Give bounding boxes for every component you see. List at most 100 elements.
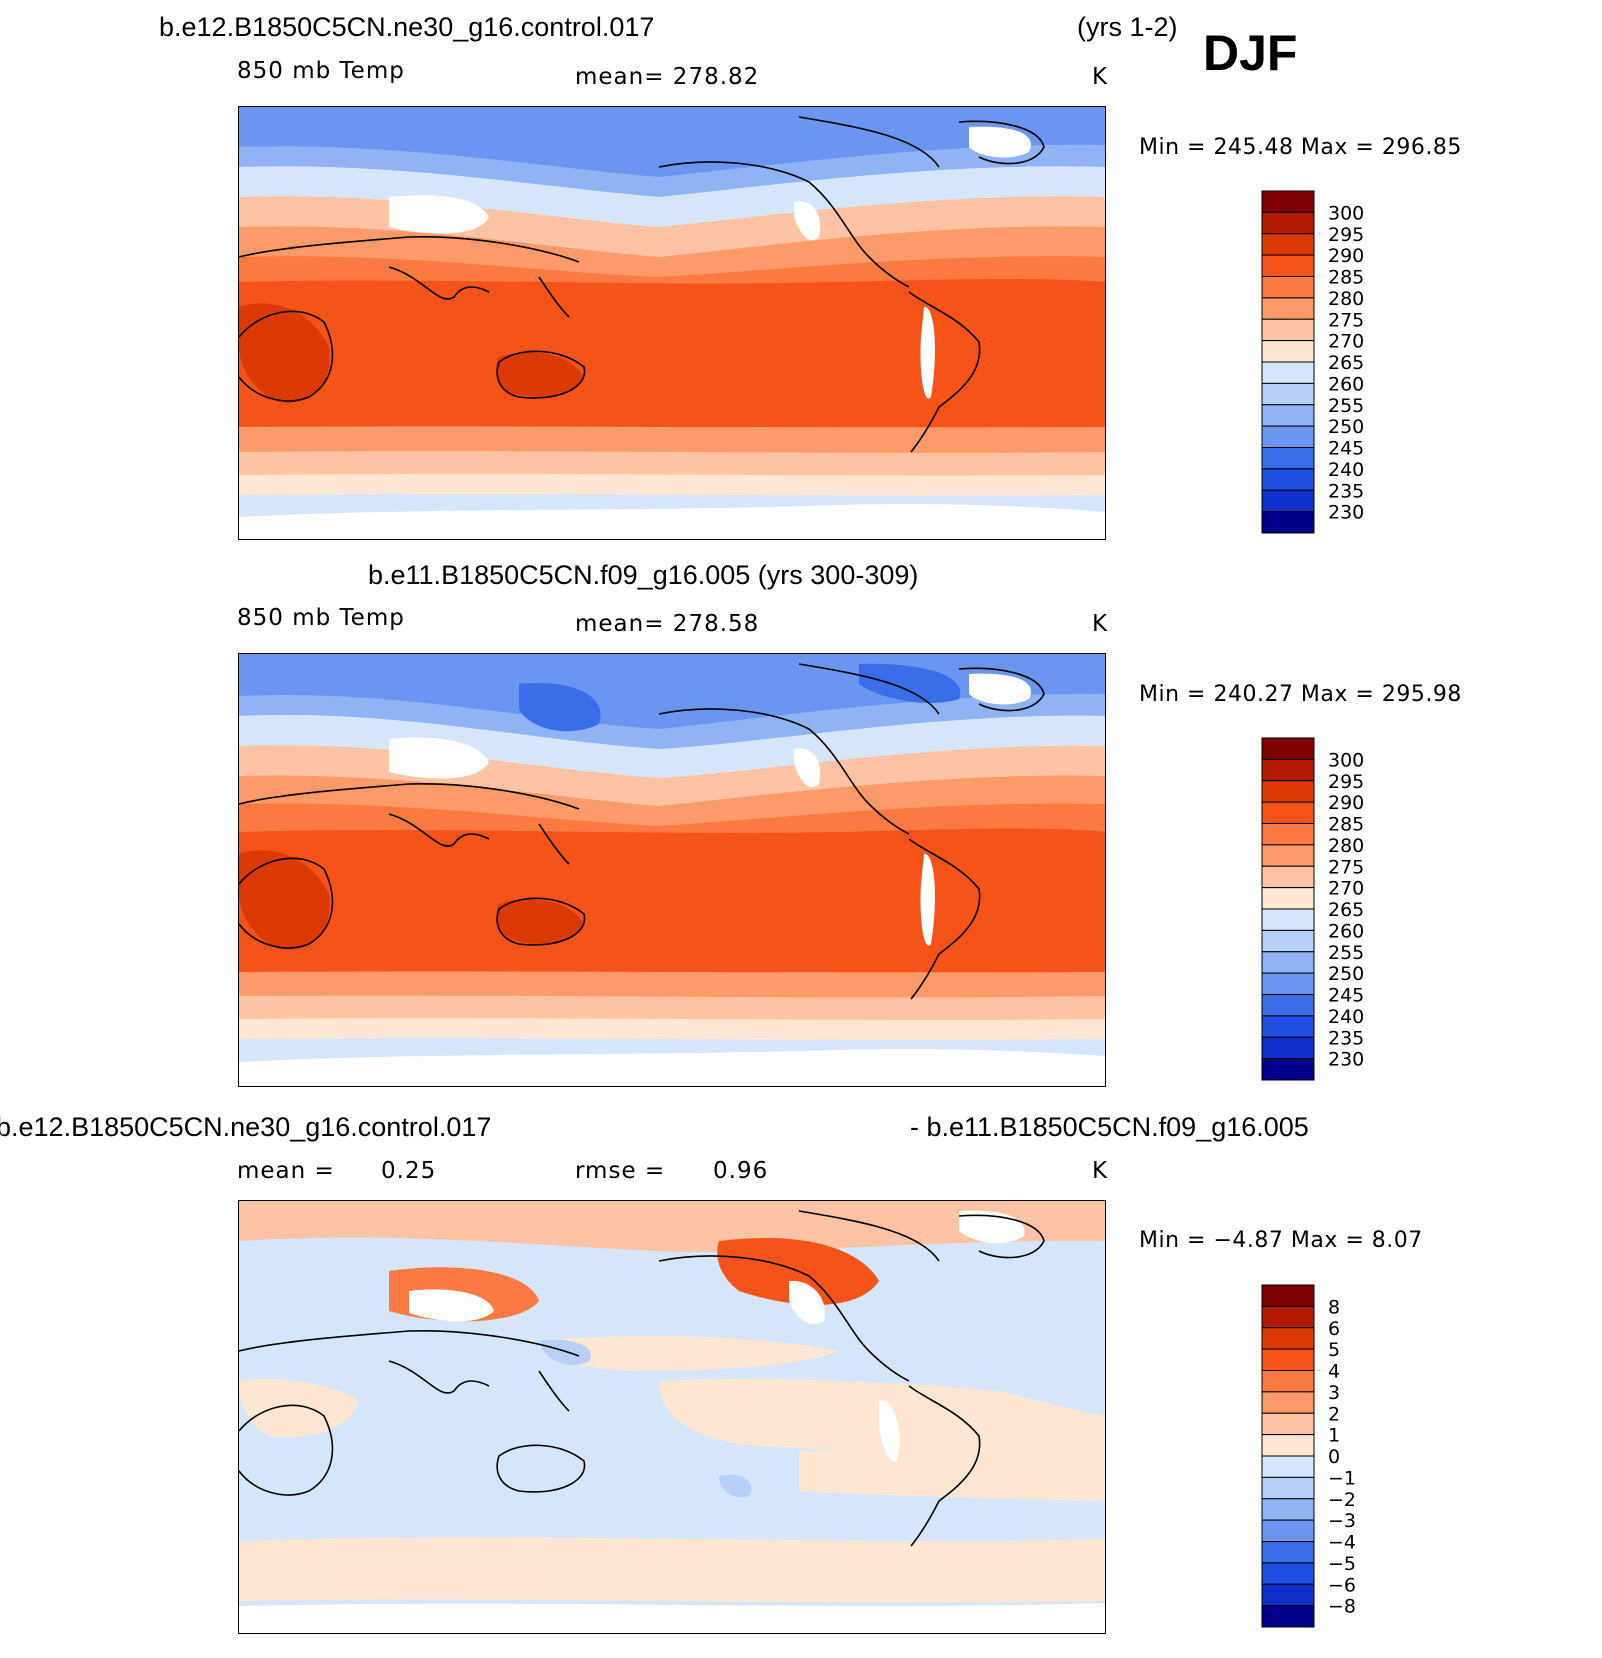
colorbar-tick-label: 1 (1328, 1425, 1340, 1447)
colorbar-swatch (1261, 1519, 1315, 1542)
colorbar-swatch (1261, 1412, 1315, 1436)
colorbar-tick-label: −5 (1328, 1553, 1356, 1575)
colorbar-tick-label: 245 (1328, 985, 1364, 1007)
colorbar-swatch (1261, 780, 1315, 803)
colorbar-swatch (1261, 951, 1315, 974)
colorbar-tick-label: 6 (1328, 1318, 1340, 1340)
colorbar-swatch (1261, 425, 1315, 448)
colorbar-tick-label: 4 (1328, 1361, 1340, 1383)
panel1-map (238, 106, 1106, 540)
colorbar-swatch (1261, 1583, 1315, 1607)
panel2-map (238, 653, 1106, 1087)
colorbar-swatch (1261, 468, 1315, 491)
colorbar-tick-label: 250 (1328, 416, 1364, 438)
panel1-units-label: K (1092, 64, 1109, 90)
colorbar-swatch (1261, 211, 1315, 235)
panel3-units-label: K (1092, 1158, 1109, 1184)
colorbar-swatch (1261, 1562, 1315, 1585)
colorbar-tick-label: 8 (1328, 1296, 1340, 1318)
colorbar-tick-label: 270 (1328, 331, 1364, 353)
colorbar-swatch (1261, 1305, 1315, 1329)
colorbar-tick-label: 290 (1328, 245, 1364, 267)
colorbar-swatch (1261, 297, 1315, 320)
colorbar-tick-label: 300 (1328, 202, 1364, 224)
colorbar-tick-label: 280 (1328, 835, 1364, 857)
panel1-colorbar: 300 295 290 285 280 275 270 265 260 255 250 245 240 2… (1261, 190, 1382, 534)
colorbar-swatch (1261, 1327, 1315, 1350)
panel2-minmax-label: Min = 240.27 Max = 295.98 (1139, 682, 1462, 707)
panel3-title-right: - b.e11.B1850C5CN.f09_g16.005 (910, 1112, 1309, 1142)
panel2-colorbar-svg: 3002952902852802752702652602552502452402… (1261, 737, 1364, 1081)
colorbar-swatch (1261, 844, 1315, 867)
colorbar-tick-label: 260 (1328, 920, 1364, 942)
colorbar-tick-label: 290 (1328, 792, 1364, 814)
panel3-map (238, 1200, 1106, 1634)
colorbar-swatch (1261, 276, 1315, 299)
colorbar-tick-label: 240 (1328, 1006, 1364, 1028)
panel2-map-svg (239, 654, 1105, 1086)
panel2-colorbar: 300 295 290 285 280 275 270 265 260 255 250 245 240 2… (1261, 737, 1382, 1081)
colorbar-tick-label: −4 (1328, 1532, 1356, 1554)
colorbar-tick-label: 280 (1328, 288, 1364, 310)
colorbar-tick-label: 285 (1328, 267, 1364, 289)
colorbar-swatch (1261, 972, 1315, 995)
colorbar-tick-label: 265 (1328, 899, 1364, 921)
colorbar-tick-label: 235 (1328, 480, 1364, 502)
colorbar-tick-label: 275 (1328, 856, 1364, 878)
colorbar-swatch (1261, 823, 1315, 846)
colorbar-swatch (1261, 929, 1315, 953)
panel3-mean-value: 0.25 (381, 1158, 437, 1184)
colorbar-swatch (1261, 1348, 1315, 1371)
panel1-title-right: (yrs 1-2) (1077, 12, 1178, 42)
colorbar-swatch (1261, 1015, 1315, 1038)
colorbar-tick-label: 250 (1328, 963, 1364, 985)
colorbar-tick-label: −6 (1328, 1574, 1356, 1596)
colorbar-tick-label: 0 (1328, 1446, 1340, 1468)
colorbar-swatch (1261, 865, 1315, 889)
season-label: DJF (1203, 25, 1298, 81)
colorbar-swatch (1261, 801, 1315, 824)
panel3-title-left: b.e12.B1850C5CN.ne30_g16.control.017 (0, 1112, 492, 1142)
colorbar-tick-label: 260 (1328, 373, 1364, 395)
colorbar-tick-label: −1 (1328, 1467, 1356, 1489)
colorbar-tick-label: 245 (1328, 438, 1364, 460)
panel3-colorbar: 8 6 5 4 3 2 1 0 −1 −2 −3 −4 −5 −6 −8 (1261, 1284, 1382, 1628)
colorbar-swatch (1261, 447, 1315, 470)
colorbar-swatch (1261, 1434, 1315, 1457)
panel2-mean-label: mean= 278.58 (575, 611, 760, 637)
colorbar-swatch (1261, 908, 1315, 931)
colorbar-swatch (1261, 254, 1315, 277)
colorbar-tick-label: 230 (1328, 502, 1364, 524)
colorbar-tick-label: 275 (1328, 309, 1364, 331)
colorbar-swatch (1261, 190, 1315, 213)
colorbar-swatch (1261, 1284, 1315, 1307)
colorbar-swatch (1261, 361, 1315, 384)
colorbar-tick-label: −8 (1328, 1596, 1356, 1618)
colorbar-tick-label: −3 (1328, 1510, 1356, 1532)
colorbar-tick-label: 255 (1328, 395, 1364, 417)
colorbar-swatch (1261, 511, 1315, 534)
colorbar-swatch (1261, 233, 1315, 256)
colorbar-tick-label: 285 (1328, 814, 1364, 836)
colorbar-swatch (1261, 737, 1315, 760)
panel1-variable-label: 850 mb Temp (237, 58, 405, 84)
panel1-map-svg (239, 107, 1105, 539)
colorbar-tick-label: 230 (1328, 1049, 1364, 1071)
panel3-minmax-label: Min = −4.87 Max = 8.07 (1139, 1228, 1423, 1253)
colorbar-tick-label: 270 (1328, 878, 1364, 900)
panel2-title: b.e11.B1850C5CN.f09_g16.005 (yrs 300-309… (368, 560, 919, 590)
colorbar-swatch (1261, 758, 1315, 782)
panel3-map-svg (239, 1201, 1105, 1633)
colorbar-swatch (1261, 489, 1315, 513)
panel1-minmax-label: Min = 245.48 Max = 296.85 (1139, 135, 1462, 160)
colorbar-swatch (1261, 1476, 1315, 1500)
panel3-mean-label: mean = (237, 1158, 335, 1184)
panel2-variable-label: 850 mb Temp (237, 605, 405, 631)
colorbar-swatch (1261, 1370, 1315, 1393)
panel3-rmse-label: rmse = (575, 1158, 666, 1184)
panel1-title-left: b.e12.B1850C5CN.ne30_g16.control.017 (159, 12, 655, 42)
colorbar-tick-label: −2 (1328, 1489, 1356, 1511)
panel1-mean-label: mean= 278.82 (575, 64, 760, 90)
panel3-rmse-value: 0.96 (713, 1158, 769, 1184)
